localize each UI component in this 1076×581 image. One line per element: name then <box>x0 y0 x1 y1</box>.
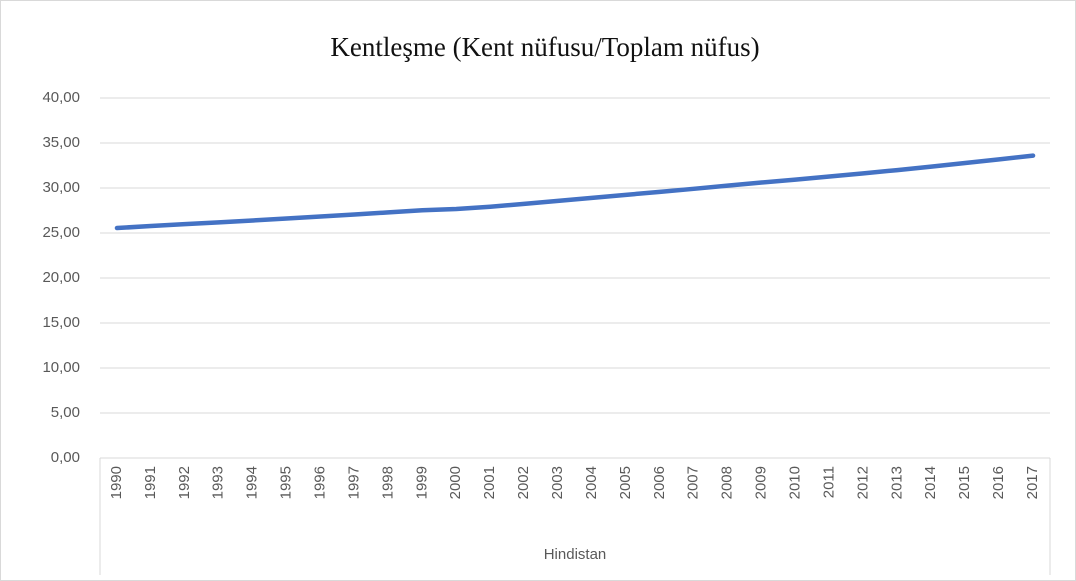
x-tick-label: 2009 <box>753 466 770 499</box>
x-tick-label: 2010 <box>787 466 804 499</box>
y-tick-label: 35,00 <box>42 134 80 151</box>
y-tick-label: 10,00 <box>42 359 80 376</box>
x-tick-label: 1990 <box>108 466 125 499</box>
x-tick-label: 2003 <box>549 466 566 499</box>
y-tick-label: 40,00 <box>42 89 80 106</box>
x-tick-label: 2004 <box>583 466 600 499</box>
group-label: Hindistan <box>544 546 607 563</box>
y-tick-label: 15,00 <box>42 314 80 331</box>
chart-title: Kentleşme (Kent nüfusu/Toplam nüfus) <box>330 32 759 62</box>
x-tick-label: 2005 <box>617 466 634 499</box>
x-tick-label: 2001 <box>481 466 498 499</box>
x-tick-label: 2016 <box>990 466 1007 499</box>
x-tick-label: 1996 <box>312 466 329 499</box>
y-tick-label: 30,00 <box>42 179 80 196</box>
x-tick-label: 2006 <box>651 466 668 499</box>
x-tick-label: 1995 <box>278 466 295 499</box>
x-tick-label: 1997 <box>345 466 362 499</box>
x-tick-label: 1994 <box>244 466 261 499</box>
x-tick-label: 2014 <box>922 466 939 499</box>
x-tick-label: 2002 <box>515 466 532 499</box>
x-tick-label: 1992 <box>176 466 193 499</box>
x-tick-label: 2013 <box>888 466 905 499</box>
y-tick-label: 5,00 <box>51 404 80 421</box>
x-tick-label: 1993 <box>210 466 227 499</box>
x-tick-label: 2007 <box>685 466 702 499</box>
x-tick-label: 1991 <box>142 466 159 499</box>
x-tick-label: 1998 <box>379 466 396 499</box>
y-tick-label: 0,00 <box>51 449 80 466</box>
x-tick-label: 2017 <box>1024 466 1041 499</box>
line-series <box>114 153 1036 231</box>
x-tick-label: 2011 <box>820 466 837 498</box>
x-tick-label: 2012 <box>854 466 871 499</box>
x-tick-label: 2008 <box>719 466 736 499</box>
y-tick-label: 20,00 <box>42 269 80 286</box>
y-tick-label: 25,00 <box>42 224 80 241</box>
x-tick-label: 1999 <box>413 466 430 499</box>
x-tick-label: 2000 <box>447 466 464 499</box>
x-tick-label: 2015 <box>956 466 973 499</box>
